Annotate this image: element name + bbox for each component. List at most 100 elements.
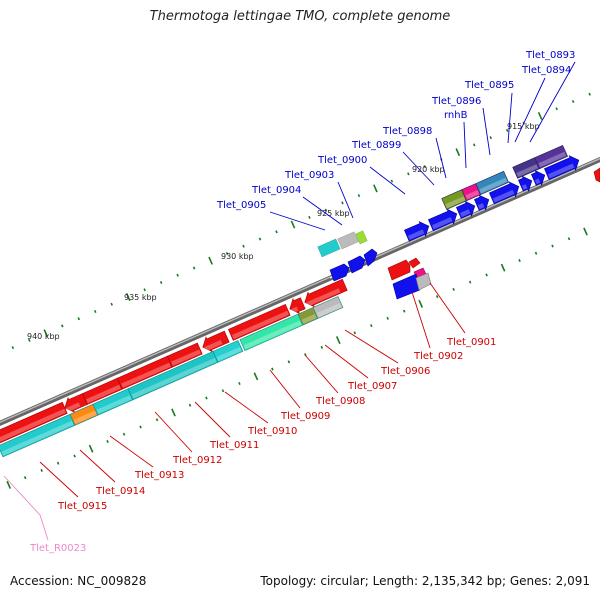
- forward-cds-block-shape: [489, 181, 520, 205]
- forward-cds-block: [489, 181, 520, 205]
- reverse-gene-label: Tlet_0902: [413, 351, 463, 362]
- reverse-cds-block: [0, 401, 68, 444]
- reverse-cds-block-shape: [0, 401, 68, 444]
- forward-domain-block-gloss: [465, 190, 480, 200]
- reverse-gene-label: Tlet_0909: [280, 411, 330, 422]
- outer-tick-mark: [290, 220, 296, 229]
- inner-tick-mark: [122, 432, 126, 436]
- forward-cds-block-gloss: [459, 209, 471, 218]
- forward-gene-label: Tlet_0900: [317, 155, 367, 166]
- forward-domain-block: [475, 170, 509, 195]
- inner-tick-mark: [56, 461, 60, 465]
- outer-tick-mark: [225, 252, 229, 256]
- inner-tick-mark: [40, 468, 43, 472]
- reverse-gene-leader: [411, 291, 431, 349]
- forward-gene-label: Tlet_0905: [216, 200, 266, 211]
- outer-tick-mark: [143, 288, 146, 292]
- forward-gene-leader: [463, 121, 467, 169]
- cluster-forward-cds: [329, 263, 350, 282]
- forward-cds-block-shape: [404, 220, 430, 242]
- inner-tick-mark: [287, 360, 291, 364]
- inner-tick-mark: [238, 382, 241, 386]
- reverse-domain-block-gloss: [216, 346, 242, 362]
- reverse-domain-block: [212, 340, 244, 363]
- forward-gene-label: Tlet_0895: [464, 80, 514, 91]
- reverse-gene-label: Tlet_0908: [315, 396, 365, 407]
- forward-cds-block-gloss: [547, 163, 575, 179]
- cluster-forward-cds: [347, 255, 366, 274]
- forward-gene-label: Tlet_0904: [251, 185, 301, 196]
- reverse-domain-block-gloss: [243, 320, 302, 350]
- forward-gene-label: Tlet_0896: [431, 96, 481, 107]
- forward-gene-leader: [302, 196, 343, 226]
- outer-tick-mark: [308, 215, 311, 219]
- outer-tick-mark: [555, 107, 558, 111]
- reverse-domain-block-gloss: [301, 314, 317, 324]
- inner-tick-mark: [418, 299, 424, 308]
- reverse-cds-block: [228, 304, 291, 341]
- forward-cds-block: [544, 155, 580, 181]
- reverse-cds-block-gloss: [0, 408, 66, 442]
- forward-gene-label: Tlet_0903: [284, 170, 334, 181]
- forward-gene-leader: [337, 181, 354, 219]
- map-title: Thermotoga lettingae TMO, complete genom…: [149, 9, 451, 24]
- inner-tick-mark: [253, 372, 259, 381]
- genome-summary-text: Topology: circular; Length: 2,135,342 bp…: [260, 574, 590, 588]
- outer-tick-mark: [159, 280, 163, 285]
- reverse-domain-block-shape: [312, 296, 344, 319]
- outer-tick-mark: [176, 273, 179, 277]
- inner-tick-mark: [221, 389, 225, 393]
- reverse-cds-block: [202, 330, 230, 353]
- outer-tick-mark: [390, 179, 394, 183]
- cluster-domain-block: [355, 230, 368, 245]
- outer-tick-mark: [588, 92, 591, 96]
- reverse-domain-block-gloss: [73, 410, 97, 424]
- reverse-gene-leader: [109, 435, 154, 468]
- outer-tick-mark: [77, 317, 81, 321]
- outer-tick-mark: [275, 230, 278, 234]
- cluster-domain-block: [317, 238, 341, 258]
- forward-gene-leader: [507, 92, 513, 144]
- reverse-cds-block-gloss: [232, 310, 289, 340]
- inner-tick-mark: [171, 408, 176, 417]
- reverse-gene-leader: [224, 391, 269, 424]
- forward-cds-block-shape: [474, 194, 490, 211]
- reverse-gene-label: Tlet_0907: [347, 381, 397, 392]
- reverse-cds-block-shape: [202, 330, 230, 353]
- outer-tick-mark: [11, 346, 15, 350]
- forward-domain-block-gloss: [445, 196, 466, 209]
- inner-tick-mark: [320, 345, 324, 349]
- reverse-cds-block-gloss: [86, 384, 121, 404]
- forward-domain-block: [534, 145, 568, 170]
- inner-tick-mark: [6, 480, 12, 489]
- cluster-reverse-cds: [387, 259, 411, 281]
- outer-tick-mark: [407, 172, 410, 176]
- forward-cds-block: [456, 200, 476, 219]
- inner-tick-mark: [468, 280, 472, 284]
- forward-cds-block-shape: [531, 169, 546, 187]
- inner-tick-mark: [139, 425, 142, 429]
- outer-tick-mark: [192, 266, 196, 270]
- inner-tick-mark: [353, 331, 357, 335]
- inner-tick-mark: [583, 227, 588, 236]
- outer-tick-mark: [455, 148, 461, 157]
- forward-gene-leader: [369, 166, 406, 195]
- reverse-gene-leader: [304, 354, 339, 394]
- forward-cds-block-gloss: [534, 178, 541, 185]
- outer-tick-mark: [208, 256, 213, 265]
- forward-cds-block-gloss: [477, 203, 485, 210]
- reverse-cds-block-gloss: [306, 288, 341, 307]
- reverse-cds-block-shape: [167, 342, 203, 368]
- reverse-gene-leader: [79, 449, 116, 483]
- inner-tick-mark: [335, 336, 341, 345]
- reverse-cds-block-shape: [228, 304, 291, 341]
- outer-tick-mark: [93, 309, 97, 313]
- reverse-cds-block-gloss: [204, 340, 223, 352]
- reverse-domain-block-gloss: [1, 420, 74, 456]
- reverse-gene-leader: [154, 411, 193, 453]
- cluster-forward-cds: [363, 248, 378, 267]
- forward-gene-label: Tlet_0898: [382, 126, 432, 137]
- inner-tick-mark: [88, 444, 94, 453]
- inner-tick-mark: [370, 324, 373, 328]
